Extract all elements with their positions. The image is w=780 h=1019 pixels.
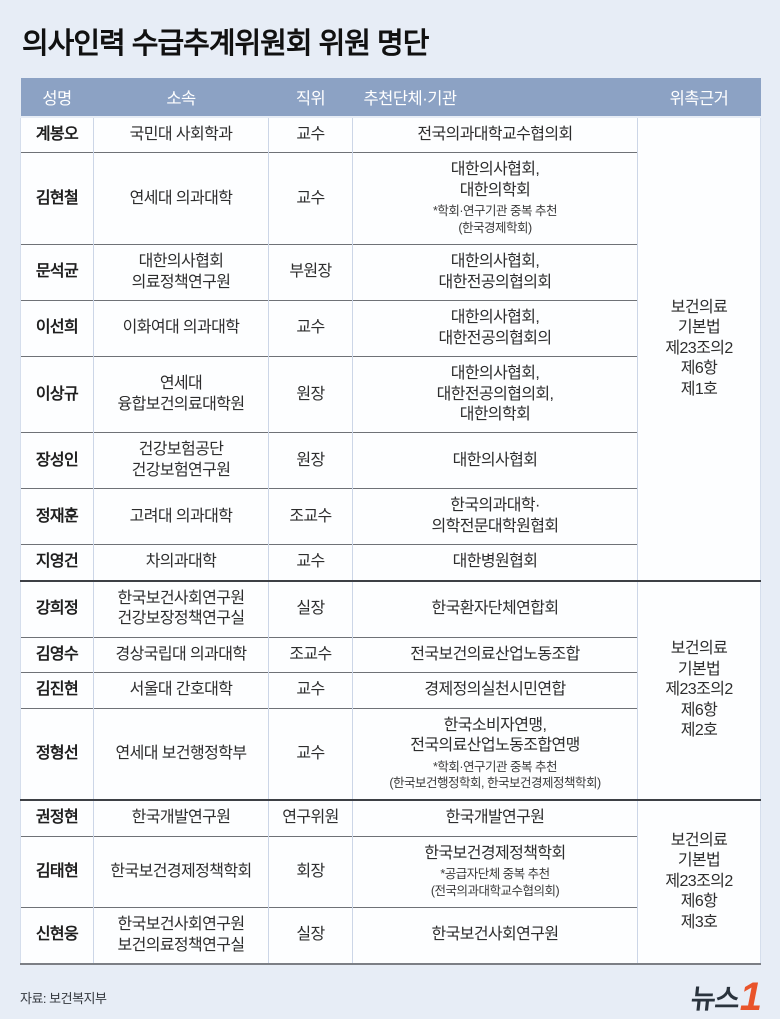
member-affiliation: 대한의사협회 의료정책연구원	[93, 244, 269, 301]
member-name: 정형선	[20, 707, 94, 801]
table-row: 이상규 연세대 융합보건의료대학원 원장 대한의사협회, 대한전공의협의회, 대한의학…	[20, 356, 761, 433]
member-name: 계봉오	[20, 116, 94, 153]
member-position: 교수	[268, 707, 353, 801]
table-row: 김진현 서울대 간호대학 교수 경제정의실천시민연합	[20, 672, 761, 709]
member-position: 교수	[268, 544, 353, 581]
member-position: 부원장	[268, 244, 353, 301]
member-position: 연구위원	[268, 799, 353, 837]
member-affiliation: 한국보건경제정책학회	[93, 835, 269, 908]
footer: 자료: 보건복지부 뉴스 1	[20, 977, 762, 1017]
column-header: 직위	[268, 78, 353, 118]
member-affiliation: 고려대 의과대학	[93, 488, 269, 545]
table-row: 정형선 연세대 보건행정학부 교수 한국소비자연맹, 전국의료산업노동조합연맹 *학회·…	[20, 707, 761, 801]
member-position: 원장	[268, 432, 353, 489]
member-affiliation: 연세대 융합보건의료대학원	[93, 356, 269, 433]
member-affiliation: 건강보험공단 건강보험연구원	[93, 432, 269, 489]
news1-logo-one: 1	[739, 974, 762, 1019]
member-position: 교수	[268, 672, 353, 709]
table-row: 정재훈 고려대 의과대학 조교수 한국의과대학· 의학전문대학원협회	[20, 488, 761, 545]
recommending-org: 한국소비자연맹, 전국의료산업노동조합연맹 *학회·연구기관 중복 추천 (한국보…	[352, 707, 638, 801]
recommending-org: 대한병원협회	[352, 544, 638, 581]
page-title: 의사인력 수급추계위원회 위원 명단	[22, 28, 429, 60]
column-header: 위촉근거	[637, 78, 761, 118]
member-position: 조교수	[268, 636, 353, 673]
member-name: 정재훈	[20, 488, 94, 545]
member-affiliation: 연세대 의과대학	[93, 152, 269, 245]
member-name: 지영건	[20, 544, 94, 581]
recommending-org: 한국개발연구원	[352, 799, 638, 837]
appointment-basis: 보건의료 기본법 제23조의2 제6항 제2호	[637, 579, 761, 801]
member-affiliation: 이화여대 의과대학	[93, 300, 269, 357]
org-note: *학회·연구기관 중복 추천 (한국보건행정학회, 한국보건경제정책학회)	[389, 759, 601, 791]
member-affiliation: 한국개발연구원	[93, 799, 269, 837]
member-affiliation: 경상국립대 의과대학	[93, 636, 269, 673]
member-name: 김현철	[20, 152, 94, 245]
member-position: 교수	[268, 116, 353, 153]
recommending-org: 대한의사협회, 대한의학회 *학회·연구기관 중복 추천 (한국경제학회)	[352, 152, 638, 245]
table-row: 장성인 건강보험공단 건강보험연구원 원장 대한의사협회	[20, 432, 761, 489]
member-name: 김진현	[20, 672, 94, 709]
member-affiliation: 한국보건사회연구원 보건의료정책연구실	[93, 907, 269, 964]
member-name: 권정현	[20, 799, 94, 837]
member-name: 이선희	[20, 300, 94, 357]
recommending-org: 대한의사협회, 대한전공의협의회, 대한의학회	[352, 356, 638, 433]
member-affiliation: 국민대 사회학과	[93, 116, 269, 153]
recommending-org: 전국의과대학교수협의회	[352, 116, 638, 153]
member-affiliation: 한국보건사회연구원 건강보장정책연구실	[93, 579, 269, 638]
table-row: 문석균 대한의사협회 의료정책연구원 부원장 대한의사협회, 대한전공의협의회	[20, 244, 761, 301]
table-row: 지영건 차의과대학 교수 대한병원협회	[20, 544, 761, 581]
table-body: 계봉오 국민대 사회학과 교수 전국의과대학교수협의회 보건의료 기본법 제23조의2 …	[20, 116, 761, 964]
recommending-org: 대한의사협회, 대한전공의협회의	[352, 300, 638, 357]
member-affiliation: 연세대 보건행정학부	[93, 707, 269, 801]
member-position: 원장	[268, 356, 353, 433]
org-note: *공급자단체 중복 추천 (전국의과대학교수협의회)	[430, 867, 560, 899]
member-position: 실장	[268, 907, 353, 964]
recommending-org: 대한의사협회	[352, 432, 638, 489]
recommending-org: 한국환자단체연합회	[352, 579, 638, 638]
appointment-basis: 보건의료 기본법 제23조의2 제6항 제3호	[637, 799, 761, 964]
member-affiliation: 서울대 간호대학	[93, 672, 269, 709]
org-note: *학회·연구기관 중복 추천 (한국경제학회)	[433, 204, 557, 236]
member-name: 강희정	[20, 579, 94, 638]
recommending-org: 경제정의실천시민연합	[352, 672, 638, 709]
member-affiliation: 차의과대학	[93, 544, 269, 581]
source-note: 자료: 보건복지부	[20, 990, 107, 1006]
recommending-org: 한국보건사회연구원	[352, 907, 638, 964]
member-name: 신현웅	[20, 907, 94, 964]
member-position: 교수	[268, 152, 353, 245]
member-name: 김태현	[20, 835, 94, 908]
recommending-org: 한국의과대학· 의학전문대학원협회	[352, 488, 638, 545]
recommending-org: 대한의사협회, 대한전공의협의회	[352, 244, 638, 301]
table-row: 강희정 한국보건사회연구원 건강보장정책연구실 실장 한국환자단체연합회 보건의료 기본…	[20, 579, 761, 801]
column-header: 소속	[93, 78, 269, 118]
header-row: 성명 소속 직위 추천단체·기관 위촉근거	[20, 78, 761, 118]
column-header: 추천단체·기관	[352, 78, 638, 118]
table-row: 김현철 연세대 의과대학 교수 대한의사협회, 대한의학회 *학회·연구기관 중복 추천…	[20, 152, 761, 245]
member-name: 이상규	[20, 356, 94, 433]
table-row: 신현웅 한국보건사회연구원 보건의료정책연구실 실장 한국보건사회연구원	[20, 907, 761, 964]
column-header: 성명	[20, 78, 94, 118]
member-name: 문석균	[20, 244, 94, 301]
committee-table: 성명 소속 직위 추천단체·기관 위촉근거 계봉오 국민대 사회학과 교수 전국의과대학교수협…	[20, 78, 761, 965]
recommending-org: 전국보건의료산업노동조합	[352, 636, 638, 673]
table-row: 권정현 한국개발연구원 연구위원 한국개발연구원 보건의료 기본법 제23조의2 제6항…	[20, 799, 761, 964]
appointment-basis: 보건의료 기본법 제23조의2 제6항 제1호	[637, 116, 761, 581]
table-row: 김영수 경상국립대 의과대학 조교수 전국보건의료산업노동조합	[20, 636, 761, 673]
member-name: 김영수	[20, 636, 94, 673]
table-row: 김태현 한국보건경제정책학회 회장 한국보건경제정책학회 *공급자단체 중복 추천 (전…	[20, 835, 761, 908]
member-position: 회장	[268, 835, 353, 908]
member-position: 조교수	[268, 488, 353, 545]
recommending-org: 한국보건경제정책학회 *공급자단체 중복 추천 (전국의과대학교수협의회)	[352, 835, 638, 908]
member-position: 교수	[268, 300, 353, 357]
table-row: 이선희 이화여대 의과대학 교수 대한의사협회, 대한전공의협회의	[20, 300, 761, 357]
news1-logo: 뉴스 1	[689, 977, 762, 1017]
table-row: 계봉오 국민대 사회학과 교수 전국의과대학교수협의회 보건의료 기본법 제23조의2 …	[20, 116, 761, 581]
member-position: 실장	[268, 579, 353, 638]
news1-logo-text: 뉴스	[689, 983, 741, 1014]
member-name: 장성인	[20, 432, 94, 489]
table-header: 성명 소속 직위 추천단체·기관 위촉근거	[20, 78, 761, 118]
